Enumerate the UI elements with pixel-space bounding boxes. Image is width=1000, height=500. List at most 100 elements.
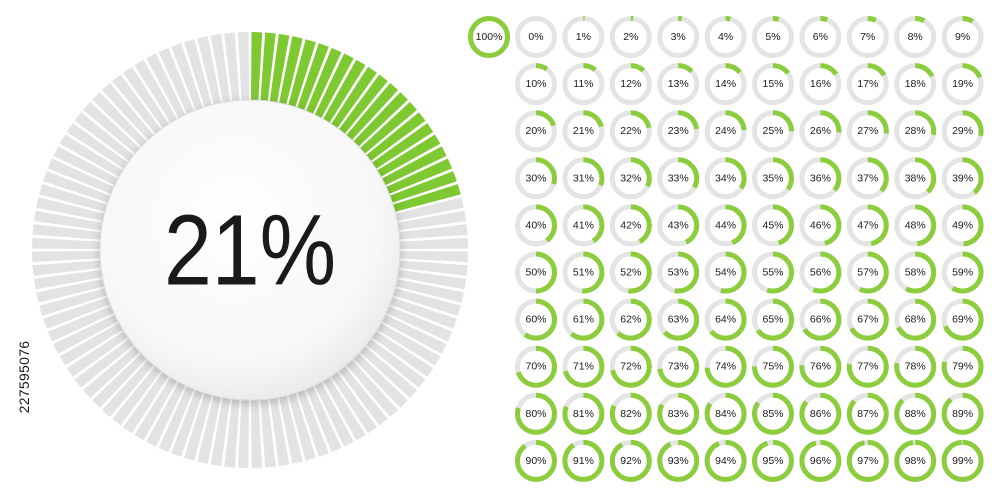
mini-gauge-fill — [704, 298, 747, 341]
mini-gauge-disc — [852, 257, 884, 288]
main-gauge-segment — [184, 39, 212, 108]
mini-gauge-disc — [757, 257, 789, 288]
mini-gauge-fill — [609, 251, 652, 294]
mini-gauge: 70% — [515, 345, 557, 388]
mini-gauge: 65% — [752, 298, 794, 341]
mini-gauge-disc — [852, 162, 884, 194]
mini-gauge: 55% — [752, 251, 794, 294]
mini-gauge: 42% — [609, 204, 652, 247]
mini-gauge-label: 28% — [905, 125, 926, 137]
mini-gauge-disc — [852, 445, 884, 477]
mini-gauge: 27% — [846, 110, 889, 153]
mini-gauge-fill — [799, 439, 842, 482]
main-gauge-segment — [112, 366, 161, 426]
mini-gauge-fill — [894, 298, 937, 341]
mini-gauge: 74% — [704, 345, 747, 388]
mini-gauge-fill — [799, 110, 842, 153]
mini-gauge-disc — [804, 398, 836, 430]
main-gauge-segment — [210, 33, 231, 103]
mini-gauge: 63% — [657, 298, 700, 341]
mini-gauge: 47% — [846, 204, 889, 247]
mini-gauge: 93% — [657, 439, 700, 482]
main-gauge-segment — [36, 279, 105, 303]
mini-gauge-disc — [710, 351, 742, 383]
mini-gauge-disc — [757, 351, 789, 383]
mini-gauge-label: 57% — [857, 267, 878, 279]
mini-gauge-disc — [804, 21, 836, 53]
mini-gauge: 90% — [515, 439, 557, 482]
mini-gauge-fill — [562, 110, 605, 153]
mini-gauge: 50% — [515, 251, 557, 294]
mini-gauge-label: 36% — [810, 172, 831, 184]
mini-gauge-label: 83% — [668, 408, 689, 420]
mini-gauge-label: 55% — [762, 267, 783, 279]
mini-gauge-label: 67% — [857, 314, 878, 326]
mini-gauge-disc — [710, 162, 742, 194]
main-gauge-segment — [314, 53, 354, 119]
mini-gauge: 40% — [515, 204, 557, 247]
mini-gauge-label: 80% — [525, 408, 546, 420]
mini-gauge-fill — [657, 298, 700, 341]
main-gauge-segment — [33, 269, 103, 290]
main-gauge-segment — [260, 32, 276, 102]
mini-gauge-label: 96% — [810, 455, 831, 467]
mini-gauge-fill — [799, 63, 842, 106]
mini-gauge-label: 33% — [668, 172, 689, 184]
mini-gauge-disc — [662, 21, 694, 53]
mini-gauge-fill — [609, 16, 652, 58]
mini-gauge: 97% — [846, 439, 889, 482]
mini-gauge-label: 5% — [765, 31, 780, 43]
mini-gauge-fill — [894, 110, 937, 153]
mini-gauge: 36% — [799, 157, 842, 200]
main-gauge-segment — [43, 297, 111, 329]
mini-gauge: 12% — [609, 63, 652, 106]
mini-gauge: 80% — [515, 392, 557, 435]
mini-gauge-fill — [657, 157, 700, 200]
main-gauge-segment — [92, 353, 147, 408]
mini-gauge: 45% — [752, 204, 794, 247]
mini-gauge-disc — [947, 398, 979, 430]
mini-gauge-fill — [894, 204, 937, 247]
mini-gauge-label: 45% — [762, 219, 783, 231]
main-gauge-segment — [197, 395, 221, 464]
mini-gauge-label: 14% — [715, 78, 736, 90]
mini-gauge-disc — [899, 21, 931, 53]
main-gauge-segment — [82, 346, 140, 399]
main-gauge-segment — [353, 92, 408, 147]
mini-gauge-label: 62% — [620, 314, 641, 326]
mini-gauge-disc — [615, 68, 647, 100]
main-gauge-disc — [99, 99, 401, 401]
main-gauge-segment — [371, 331, 434, 377]
mini-gauge-label: 95% — [762, 455, 783, 467]
mini-gauge-disc — [662, 162, 694, 194]
mini-gauge-disc — [662, 209, 694, 241]
main-gauge-segment — [53, 146, 119, 186]
main-gauge-segment — [237, 32, 249, 101]
mini-gauge-fill — [515, 298, 557, 341]
main-gauge-segment — [323, 59, 366, 123]
mini-gauge-fill — [468, 16, 510, 58]
mini-gauge-disc — [520, 257, 552, 288]
mini-gauge-disc — [899, 398, 931, 430]
mini-gauge-fill — [752, 345, 794, 388]
mini-gauge-disc — [520, 209, 552, 241]
mini-gauge-label: 46% — [810, 219, 831, 231]
mini-gauge-label: 27% — [857, 125, 878, 137]
mini-gauge: 52% — [609, 251, 652, 294]
mini-gauge: 33% — [657, 157, 700, 200]
mini-gauge-fill — [941, 345, 984, 388]
mini-gauge-disc — [710, 115, 742, 147]
mini-gauge-label: 51% — [573, 267, 594, 279]
mini-gauge-fill — [752, 439, 794, 482]
mini-gauge-disc — [804, 257, 836, 288]
mini-gauge: 30% — [515, 157, 557, 200]
mini-gauge-disc — [710, 398, 742, 430]
main-gauge-segment — [47, 306, 114, 342]
main-gauge-segment — [32, 224, 102, 240]
mini-gauge-fill — [894, 16, 937, 58]
mini-gauge: 41% — [562, 204, 605, 247]
mini-gauge-fill — [941, 110, 984, 153]
mini-gauge-fill — [752, 298, 794, 341]
mini-gauge-label: 53% — [668, 267, 689, 279]
